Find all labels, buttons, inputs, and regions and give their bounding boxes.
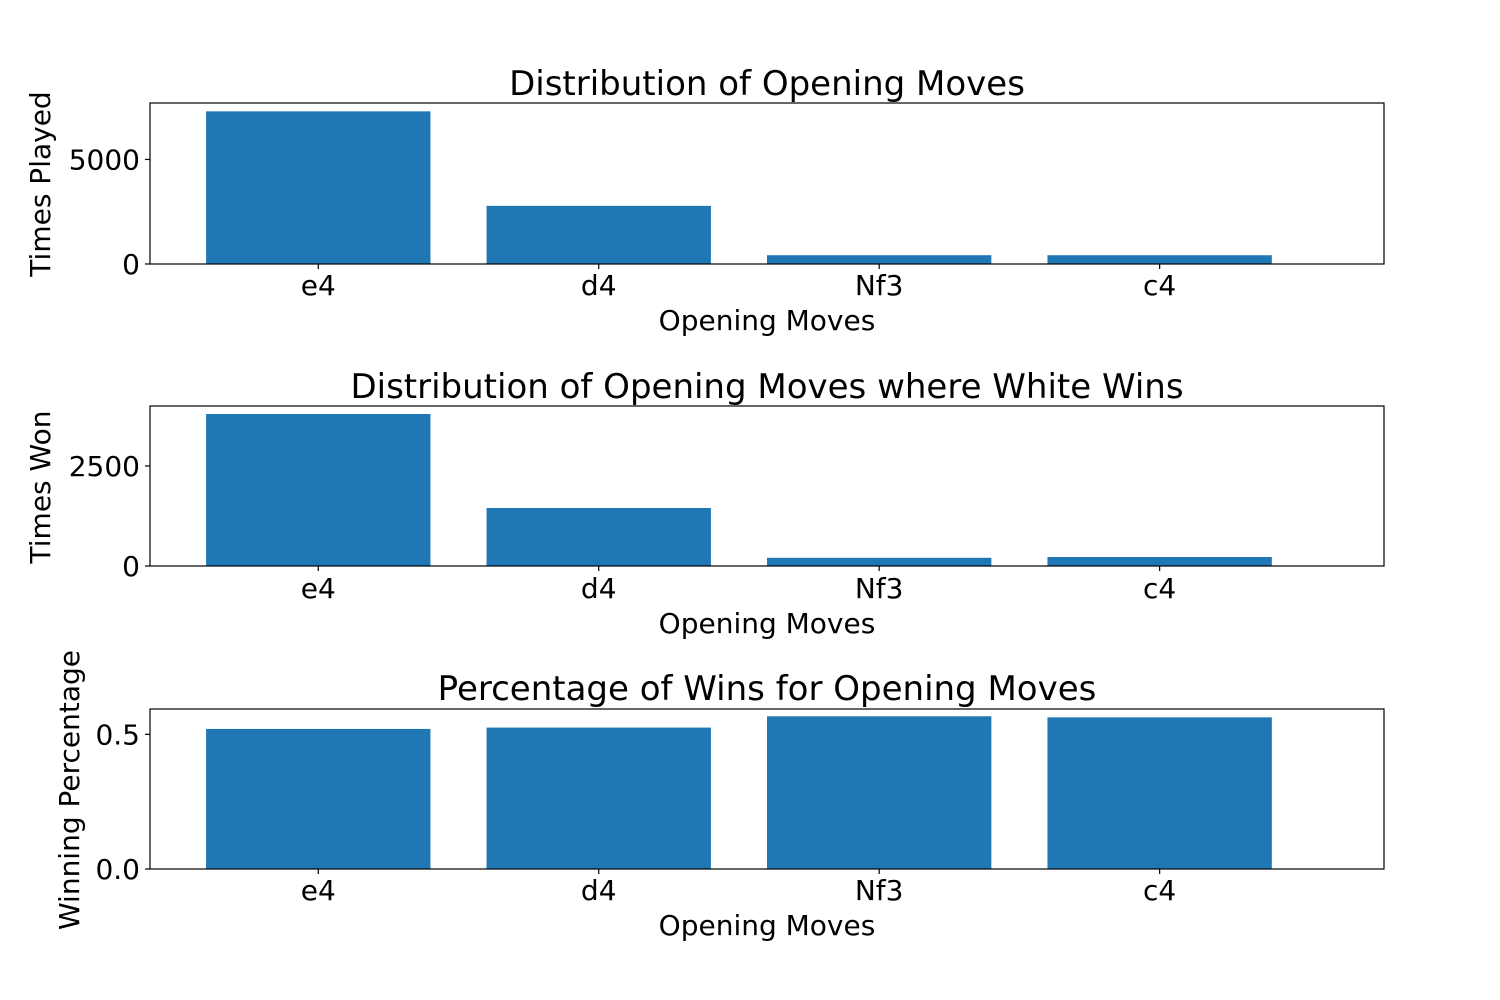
y-tick-label: 0 xyxy=(122,550,140,583)
subplot-2-bars xyxy=(206,414,1272,566)
subplot-2: Distribution of Opening Moves where Whit… xyxy=(24,367,1385,640)
y-tick-label: 0.0 xyxy=(95,853,140,886)
bar-c4 xyxy=(1047,255,1272,264)
y-tick-label: 2500 xyxy=(69,450,140,483)
subplot-1-xticks: e4 d4 Nf3 c4 xyxy=(301,264,1176,302)
subplot-2-xticks: e4 d4 Nf3 c4 xyxy=(301,566,1176,605)
subplot-1-title: Distribution of Opening Moves xyxy=(509,64,1025,104)
subplot-3-yticks: 0.0 0.5 xyxy=(95,718,150,886)
bar-d4 xyxy=(486,508,711,566)
x-tick-label: d4 xyxy=(581,269,617,302)
subplot-3-ylabel: Winning Percentage xyxy=(53,650,86,930)
bar-d4 xyxy=(486,727,711,869)
x-tick-label: Nf3 xyxy=(855,874,904,907)
subplot-1-ylabel: Times Played xyxy=(24,91,57,277)
subplot-2-title: Distribution of Opening Moves where Whit… xyxy=(350,367,1183,407)
x-tick-label: e4 xyxy=(301,874,336,907)
subplot-1-yticks: 0 5000 xyxy=(69,143,150,281)
x-tick-label: e4 xyxy=(301,572,336,605)
bar-nf3 xyxy=(767,716,992,869)
x-tick-label: e4 xyxy=(301,269,336,302)
subplot-3-title: Percentage of Wins for Opening Moves xyxy=(438,669,1097,709)
bar-e4 xyxy=(206,414,431,566)
subplot-3-xlabel: Opening Moves xyxy=(659,909,876,942)
bar-d4 xyxy=(486,205,711,264)
subplot-1-frame xyxy=(149,102,1385,265)
bar-e4 xyxy=(206,111,431,264)
subplot-2-xlabel: Opening Moves xyxy=(659,607,876,640)
subplot-2-yticks: 0 2500 xyxy=(69,450,150,583)
subplot-1: Distribution of Opening Moves 0 5000 e4 d4… xyxy=(24,64,1385,337)
bar-nf3 xyxy=(767,255,992,264)
y-tick-label: 0 xyxy=(122,248,140,281)
subplot-3-xticks: e4 d4 Nf3 c4 xyxy=(301,869,1176,907)
subplot-2-frame xyxy=(149,405,1385,567)
x-tick-label: Nf3 xyxy=(855,269,904,302)
bar-c4 xyxy=(1047,557,1272,566)
bar-nf3 xyxy=(767,557,992,566)
subplot-3-bars xyxy=(206,716,1272,869)
subplot-2-ylabel: Times Won xyxy=(24,411,57,565)
subplot-3-frame xyxy=(149,708,1385,870)
bar-e4 xyxy=(206,728,431,869)
bar-c4 xyxy=(1047,717,1272,869)
subplot-3: Percentage of Wins for Opening Moves 0.0… xyxy=(53,650,1385,942)
x-tick-label: Nf3 xyxy=(855,572,904,605)
y-tick-label: 5000 xyxy=(69,143,140,176)
x-tick-label: c4 xyxy=(1143,269,1176,302)
subplot-1-xlabel: Opening Moves xyxy=(659,304,876,337)
subplot-1-bars xyxy=(206,111,1272,264)
x-tick-label: d4 xyxy=(581,572,617,605)
x-tick-label: c4 xyxy=(1143,874,1176,907)
y-tick-label: 0.5 xyxy=(95,718,140,751)
x-tick-label: c4 xyxy=(1143,572,1176,605)
x-tick-label: d4 xyxy=(581,874,617,907)
